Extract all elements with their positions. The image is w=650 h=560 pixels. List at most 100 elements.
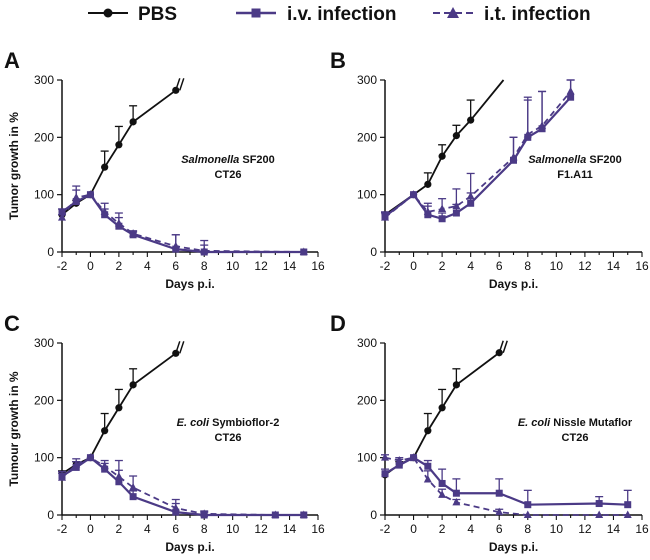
series-pbs: [58, 341, 185, 478]
data-point-it: [100, 207, 109, 215]
x-tick-label: 8: [524, 259, 531, 273]
x-axis-title: Days p.i.: [165, 277, 214, 291]
data-point-it: [409, 190, 418, 198]
x-tick-label: 2: [439, 522, 446, 536]
legend-marker-iv: [251, 8, 261, 18]
legend-marker-pbs: [103, 8, 113, 18]
y-tick-label: 0: [47, 508, 54, 522]
axis-break-mark: [175, 78, 185, 91]
data-point-iv: [495, 489, 503, 497]
data-point-it: [423, 474, 432, 483]
y-tick-label: 100: [34, 188, 54, 202]
y-axis-title: Tumor growth in %: [7, 112, 21, 220]
x-axis-title: Days p.i.: [489, 540, 538, 554]
data-point-it: [509, 152, 518, 161]
data-point-it: [299, 247, 308, 255]
data-point-it: [100, 461, 109, 470]
x-tick-label: 2: [116, 522, 123, 536]
y-tick-label: 300: [357, 73, 377, 87]
x-tick-label: 14: [607, 259, 621, 273]
data-point-iv: [129, 493, 137, 501]
data-point-iv: [567, 93, 575, 101]
series-line-pbs: [384, 79, 505, 216]
series-pbs: [381, 79, 505, 219]
series-it: [58, 453, 308, 518]
x-tick-label: 2: [116, 259, 123, 273]
y-tick-label: 300: [34, 336, 54, 350]
data-point-iv: [381, 470, 389, 478]
legend-item-iv: i.v. infection: [236, 4, 396, 25]
data-point-iv: [452, 489, 460, 497]
data-point-pbs: [129, 118, 137, 126]
data-point-pbs: [467, 116, 475, 124]
data-point-it: [395, 456, 404, 464]
cell-line-annotation: CT26: [562, 432, 589, 444]
x-tick-label: 2: [439, 259, 446, 273]
data-point-iv: [595, 500, 603, 508]
data-point-it: [466, 191, 475, 200]
cell-line-annotation: F1.A11: [557, 169, 592, 181]
x-tick-label: 6: [496, 259, 503, 273]
series-iv: [381, 454, 632, 509]
data-point-pbs: [452, 381, 460, 389]
data-point-pbs: [115, 404, 123, 412]
data-point-it: [595, 510, 604, 518]
x-tick-label: -2: [380, 259, 391, 273]
series-line-iv: [384, 456, 628, 506]
x-tick-label: 16: [311, 259, 325, 273]
data-point-it: [495, 507, 504, 516]
panel-letter: C: [4, 311, 20, 336]
x-tick-label: 10: [226, 522, 240, 536]
x-tick-label: 8: [201, 522, 208, 536]
data-point-it: [299, 510, 308, 518]
x-tick-label: -2: [380, 522, 391, 536]
data-point-pbs: [129, 381, 137, 389]
data-point-pbs: [438, 404, 446, 412]
x-axis-title: Days p.i.: [489, 277, 538, 291]
data-point-it: [72, 460, 81, 468]
legend-label-iv: i.v. infection: [287, 4, 396, 25]
series-iv: [58, 189, 308, 256]
data-point-it: [129, 229, 138, 237]
x-axis-title: Days p.i.: [165, 540, 214, 554]
data-point-it: [58, 213, 66, 221]
data-point-it: [452, 201, 461, 210]
strain-annotation: Salmonella SF200: [181, 154, 275, 166]
cell-line-annotation: CT26: [215, 169, 242, 181]
data-point-iv: [467, 199, 475, 207]
series-line-pbs: [61, 89, 177, 216]
x-tick-label: 8: [201, 259, 208, 273]
x-tick-label: 12: [578, 259, 592, 273]
series-line-it: [61, 193, 304, 253]
data-point-it: [452, 497, 461, 506]
data-point-iv: [72, 198, 80, 206]
data-point-pbs: [101, 427, 109, 435]
data-point-iv: [438, 215, 446, 223]
x-tick-label: 4: [467, 522, 474, 536]
x-tick-label: 10: [226, 259, 240, 273]
x-tick-label: 16: [311, 522, 325, 536]
y-tick-label: 300: [34, 73, 54, 87]
panel-letter: A: [4, 48, 20, 73]
x-tick-label: 4: [144, 259, 151, 273]
y-tick-label: 100: [357, 451, 377, 465]
axis-break-mark: [498, 340, 508, 353]
legend-label-pbs: PBS: [138, 4, 177, 25]
data-point-iv: [395, 461, 403, 469]
series-line-iv: [61, 456, 304, 517]
x-tick-label: -2: [57, 522, 68, 536]
x-tick-label: 0: [87, 522, 94, 536]
data-point-it: [523, 129, 532, 138]
y-tick-label: 0: [370, 508, 377, 522]
x-tick-label: 6: [496, 522, 503, 536]
data-point-iv: [438, 479, 446, 487]
y-axis-title: Tumour growth in %: [7, 371, 21, 486]
strain-annotation: E. coli Nissle Mutaflor: [518, 417, 633, 429]
y-tick-label: 0: [370, 245, 377, 259]
x-tick-label: 12: [254, 522, 268, 536]
data-point-pbs: [452, 132, 460, 140]
data-point-pbs: [115, 141, 123, 149]
y-tick-label: 200: [34, 393, 54, 407]
